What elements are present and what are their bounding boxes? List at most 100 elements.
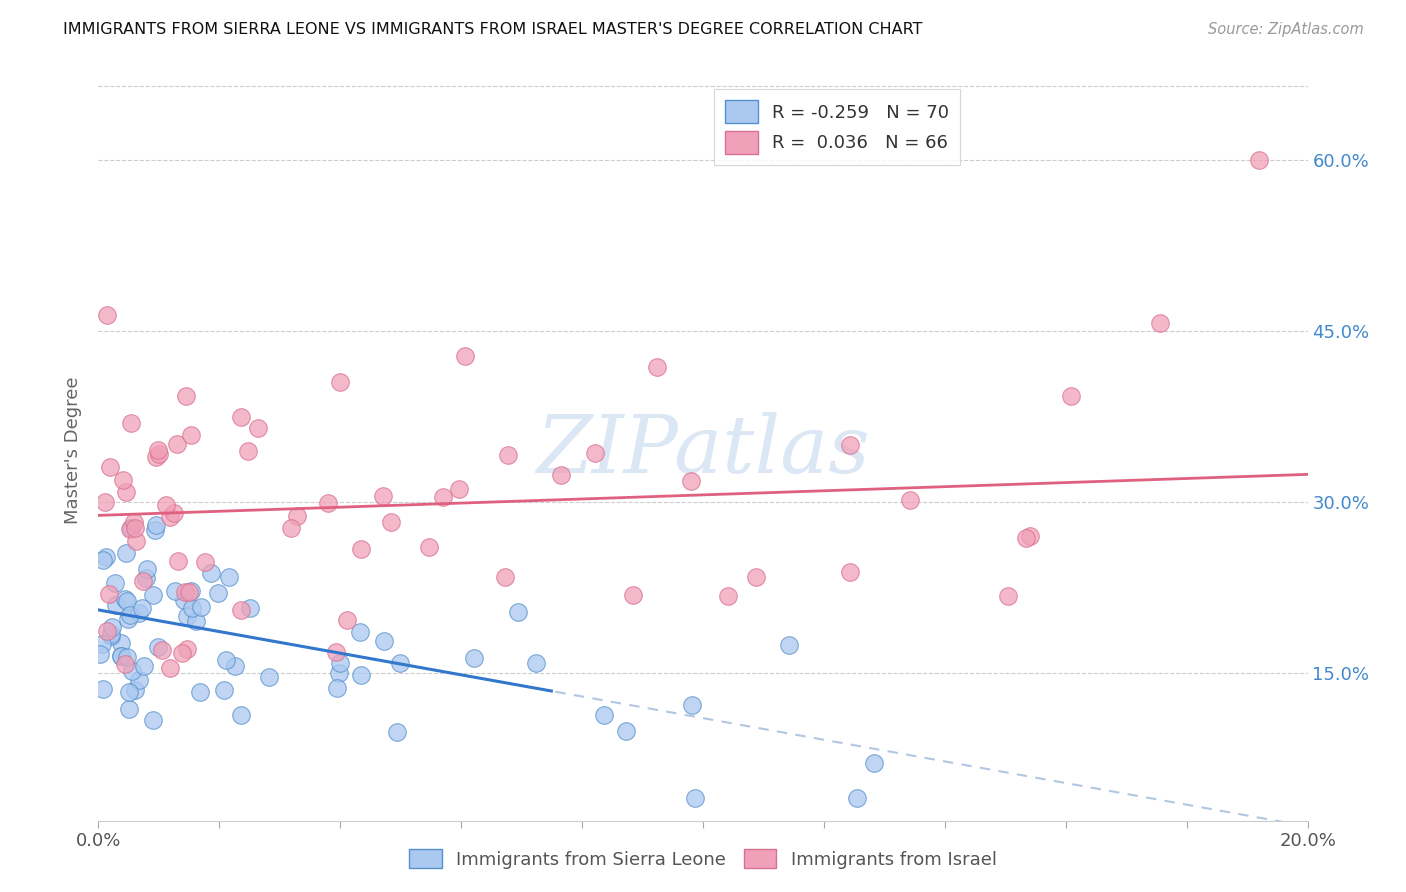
Point [120, 607, 142, 622]
Point [645, 359, 668, 374]
Point [350, 542, 373, 557]
Point [194, 555, 217, 569]
Point [150, 643, 173, 657]
Point [1015, 532, 1038, 546]
Legend: Immigrants from Sierra Leone, Immigrants from Israel: Immigrants from Sierra Leone, Immigrants… [402, 841, 1004, 876]
Point [224, 659, 246, 673]
Point [845, 790, 868, 805]
Point [229, 410, 252, 425]
Point [91, 553, 114, 567]
Point [449, 482, 471, 496]
Point [681, 698, 703, 713]
Point [117, 593, 139, 607]
Point [328, 665, 350, 680]
Point [176, 609, 198, 624]
Point [114, 657, 136, 672]
Point [380, 515, 402, 529]
Point [94, 495, 117, 509]
Point [148, 447, 170, 461]
Point [506, 605, 529, 619]
Point [373, 634, 395, 648]
Point [146, 640, 169, 655]
Point [179, 585, 201, 599]
Point [101, 620, 124, 634]
Point [454, 349, 477, 363]
Point [180, 427, 202, 442]
Point [100, 627, 122, 641]
Point [681, 474, 703, 488]
Point [285, 509, 308, 524]
Point [1249, 153, 1271, 167]
Point [550, 468, 572, 483]
Point [1149, 316, 1171, 330]
Point [329, 375, 352, 389]
Point [1019, 529, 1042, 543]
Point [122, 515, 145, 529]
Point [463, 651, 485, 665]
Point [181, 601, 204, 615]
Point [231, 603, 253, 617]
Point [146, 443, 169, 458]
Point [131, 600, 153, 615]
Point [239, 601, 262, 615]
Point [145, 450, 167, 465]
Point [100, 629, 122, 643]
Legend: R = -0.259   N = 70, R =  0.036   N = 66: R = -0.259 N = 70, R = 0.036 N = 66 [714, 89, 960, 165]
Point [110, 649, 132, 664]
Point [229, 708, 252, 723]
Point [212, 682, 235, 697]
Point [200, 566, 222, 580]
Point [614, 723, 637, 738]
Point [326, 681, 349, 696]
Point [114, 592, 136, 607]
Point [111, 473, 134, 487]
Point [218, 570, 240, 584]
Point [329, 656, 352, 670]
Point [96, 550, 118, 565]
Point [98, 587, 121, 601]
Point [524, 656, 547, 670]
Point [115, 484, 138, 499]
Point [128, 673, 150, 688]
Point [159, 661, 181, 675]
Point [583, 446, 606, 460]
Point [143, 524, 166, 538]
Point [124, 521, 146, 535]
Point [716, 589, 738, 603]
Point [207, 585, 229, 599]
Point [373, 489, 395, 503]
Point [173, 585, 195, 599]
Point [104, 598, 127, 612]
Point [117, 612, 139, 626]
Point [142, 713, 165, 727]
Point [385, 724, 408, 739]
Point [163, 506, 186, 520]
Point [186, 614, 208, 628]
Point [863, 756, 886, 770]
Point [839, 438, 862, 452]
Point [494, 570, 516, 584]
Point [173, 593, 195, 607]
Point [120, 521, 142, 535]
Point [418, 540, 440, 554]
Point [121, 416, 143, 430]
Point [132, 574, 155, 589]
Point [124, 683, 146, 698]
Point [142, 588, 165, 602]
Point [1059, 389, 1081, 403]
Point [110, 648, 132, 663]
Text: IMMIGRANTS FROM SIERRA LEONE VS IMMIGRANTS FROM ISRAEL MASTER'S DEGREE CORRELATI: IMMIGRANTS FROM SIERRA LEONE VS IMMIGRAN… [63, 22, 922, 37]
Point [159, 510, 181, 524]
Point [89, 647, 111, 661]
Point [135, 571, 157, 585]
Point [104, 576, 127, 591]
Point [280, 521, 302, 535]
Point [898, 492, 921, 507]
Point [744, 570, 766, 584]
Point [349, 668, 371, 682]
Point [98, 460, 121, 475]
Point [180, 583, 202, 598]
Y-axis label: Master's Degree: Master's Degree [65, 376, 83, 524]
Point [257, 670, 280, 684]
Point [496, 448, 519, 462]
